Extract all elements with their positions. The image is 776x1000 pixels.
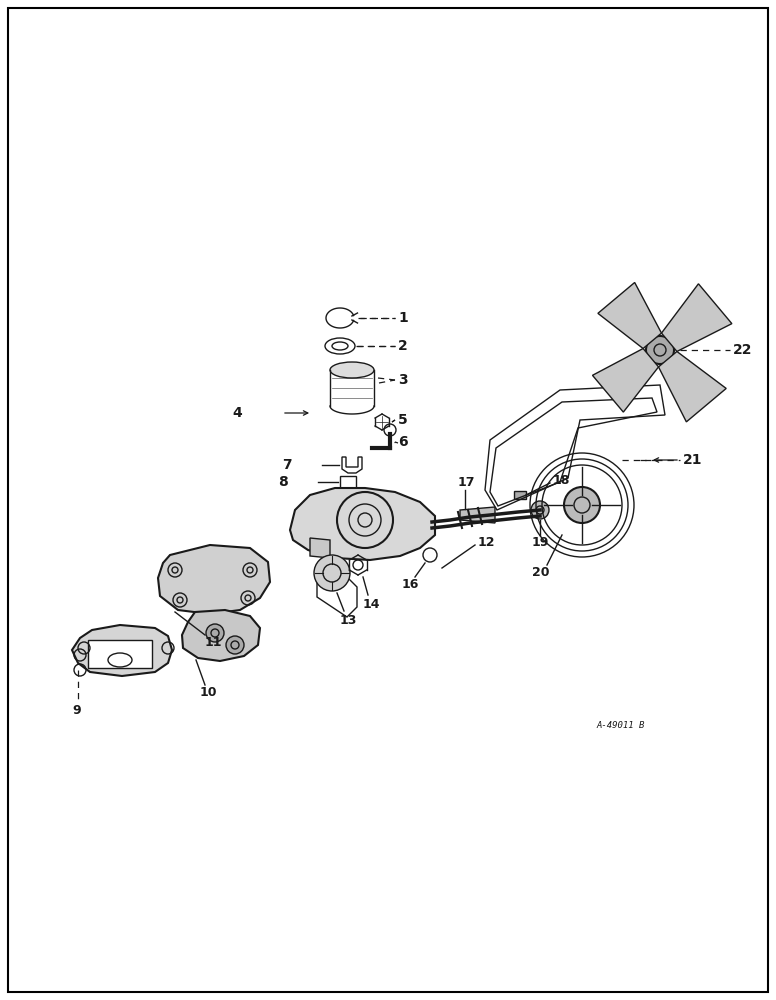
Text: 1: 1: [398, 311, 407, 325]
Text: 19: 19: [532, 536, 549, 548]
Polygon shape: [659, 351, 726, 422]
Text: 2: 2: [398, 339, 407, 353]
Text: 20: 20: [532, 566, 549, 580]
Polygon shape: [514, 491, 526, 499]
Polygon shape: [310, 538, 330, 558]
Text: 10: 10: [200, 686, 217, 698]
Polygon shape: [290, 488, 435, 560]
Polygon shape: [72, 625, 172, 676]
Text: 7: 7: [282, 458, 292, 472]
Polygon shape: [88, 640, 152, 668]
Text: 12: 12: [478, 536, 496, 548]
Polygon shape: [593, 349, 659, 412]
Text: 8: 8: [278, 475, 288, 489]
Text: 18: 18: [553, 474, 570, 487]
Text: 5: 5: [398, 413, 407, 427]
Text: 14: 14: [363, 598, 380, 611]
Text: 3: 3: [398, 373, 407, 387]
Text: 22: 22: [733, 343, 753, 357]
Text: 11: 11: [205, 636, 223, 648]
Text: 6: 6: [398, 435, 407, 449]
Circle shape: [646, 336, 674, 364]
Circle shape: [531, 501, 549, 519]
Circle shape: [226, 636, 244, 654]
Circle shape: [314, 555, 350, 591]
Text: 16: 16: [402, 578, 419, 591]
Polygon shape: [182, 610, 260, 661]
Text: 21: 21: [683, 453, 702, 467]
Polygon shape: [158, 545, 270, 614]
Circle shape: [206, 624, 224, 642]
Text: A-49011 B: A-49011 B: [597, 720, 645, 730]
Polygon shape: [661, 284, 732, 351]
Ellipse shape: [330, 362, 374, 378]
Text: 17: 17: [458, 476, 476, 488]
Polygon shape: [460, 507, 495, 523]
Text: 13: 13: [340, 614, 358, 628]
Circle shape: [564, 487, 600, 523]
Text: 9: 9: [72, 704, 81, 716]
Ellipse shape: [108, 653, 132, 667]
Text: 4: 4: [232, 406, 242, 420]
Polygon shape: [598, 282, 661, 349]
